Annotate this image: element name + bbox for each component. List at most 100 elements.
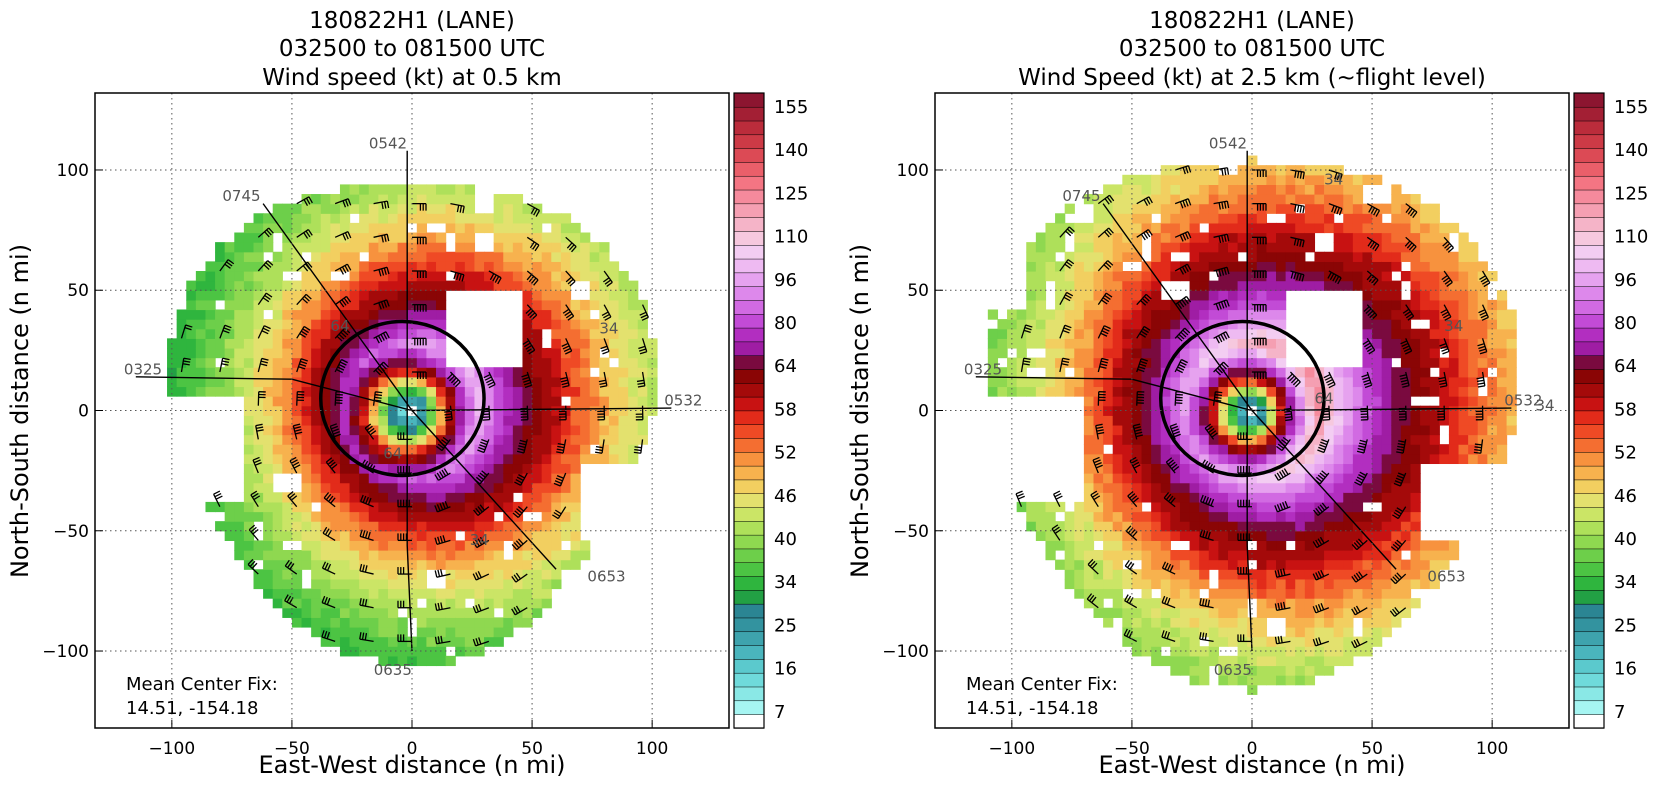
wind-cell bbox=[1305, 483, 1315, 493]
wind-cell bbox=[1199, 444, 1209, 454]
wind-cell bbox=[369, 281, 379, 291]
wind-cell bbox=[1430, 300, 1440, 310]
wind-cell bbox=[474, 252, 484, 262]
wind-cell bbox=[561, 329, 571, 339]
wind-cell bbox=[282, 415, 292, 425]
wind-cell bbox=[1266, 252, 1276, 262]
wind-cell bbox=[378, 281, 388, 291]
wind-cell bbox=[388, 367, 398, 377]
wind-cell bbox=[1065, 300, 1075, 310]
wind-cell bbox=[417, 261, 427, 271]
wind-cell bbox=[1170, 242, 1180, 252]
wind-cell bbox=[1151, 483, 1161, 493]
wind-cell bbox=[1122, 271, 1132, 281]
wind-cell bbox=[580, 242, 590, 252]
wind-cell bbox=[1353, 454, 1363, 464]
wind-cell bbox=[1132, 290, 1142, 300]
wind-cell bbox=[1334, 396, 1344, 406]
wind-cell bbox=[1065, 569, 1075, 579]
wind-cell bbox=[580, 261, 590, 271]
wind-cell bbox=[1314, 204, 1324, 214]
wind-cell bbox=[465, 627, 475, 637]
wind-cell bbox=[465, 550, 475, 560]
wind-cell bbox=[186, 309, 196, 319]
wind-cell bbox=[1382, 531, 1392, 541]
wind-cell bbox=[609, 300, 619, 310]
wind-cell bbox=[282, 531, 292, 541]
wind-cell bbox=[571, 415, 581, 425]
wind-cell bbox=[1372, 617, 1382, 627]
y-tick-label: −100 bbox=[882, 642, 929, 662]
wind-cell bbox=[1218, 512, 1228, 522]
wind-cell bbox=[1122, 329, 1132, 339]
wind-cell bbox=[359, 290, 369, 300]
wind-cell bbox=[1286, 483, 1296, 493]
wind-cell bbox=[1055, 309, 1065, 319]
wind-cell bbox=[503, 463, 513, 473]
wind-cell bbox=[1132, 223, 1142, 233]
colorbar-swatch bbox=[1574, 659, 1604, 673]
wind-cell bbox=[1420, 348, 1430, 358]
wind-cell bbox=[1343, 415, 1353, 425]
wind-cell bbox=[369, 435, 379, 445]
wind-cell bbox=[1084, 569, 1094, 579]
wind-cell bbox=[1295, 627, 1305, 637]
colorbar-swatch bbox=[734, 438, 764, 452]
wind-cell bbox=[340, 521, 350, 531]
wind-cell bbox=[1190, 608, 1200, 618]
wind-cell bbox=[503, 531, 513, 541]
wind-cell bbox=[542, 560, 552, 570]
wind-cell bbox=[273, 319, 283, 329]
colorbar-swatch bbox=[734, 397, 764, 411]
wind-cell bbox=[1382, 598, 1392, 608]
wind-cell bbox=[1199, 309, 1209, 319]
wind-cell bbox=[532, 290, 542, 300]
wind-cell bbox=[282, 396, 292, 406]
wind-cell bbox=[1324, 425, 1334, 435]
wind-cell bbox=[1142, 444, 1152, 454]
wind-cell bbox=[484, 223, 494, 233]
wind-cell bbox=[244, 242, 254, 252]
wind-cell bbox=[1266, 184, 1276, 194]
wind-cell bbox=[1430, 550, 1440, 560]
wind-cell bbox=[1170, 637, 1180, 647]
wind-cell bbox=[1142, 348, 1152, 358]
wind-cell bbox=[369, 377, 379, 387]
colorbar-tick-label: 125 bbox=[1614, 183, 1648, 204]
wind-cell bbox=[1209, 444, 1219, 454]
wind-cell bbox=[1343, 579, 1353, 589]
wind-cell bbox=[542, 213, 552, 223]
wind-cell bbox=[1266, 540, 1276, 550]
wind-cell bbox=[1228, 579, 1238, 589]
wind-cell bbox=[1190, 627, 1200, 637]
colorbar-swatch bbox=[1574, 549, 1604, 563]
wind-cell bbox=[484, 463, 494, 473]
wind-cell bbox=[474, 560, 484, 570]
wind-cell bbox=[1199, 512, 1209, 522]
wind-cell bbox=[1132, 184, 1142, 194]
wind-cell bbox=[1305, 492, 1315, 502]
wind-cell bbox=[1353, 492, 1363, 502]
wind-cell bbox=[455, 252, 465, 262]
wind-cell bbox=[465, 223, 475, 233]
colorbar-swatch bbox=[1574, 466, 1604, 480]
wind-cell bbox=[350, 531, 360, 541]
wind-cell bbox=[398, 425, 408, 435]
wind-cell bbox=[1353, 194, 1363, 204]
colorbar-swatch bbox=[734, 231, 764, 245]
wind-cell bbox=[378, 415, 388, 425]
track-time-label: 0542 bbox=[369, 134, 407, 152]
wind-cell bbox=[1468, 454, 1478, 464]
wind-cell bbox=[1103, 309, 1113, 319]
wind-cell bbox=[330, 242, 340, 252]
wind-cell bbox=[1286, 627, 1296, 637]
wind-cell bbox=[542, 386, 552, 396]
wind-cell bbox=[1430, 435, 1440, 445]
wind-cell bbox=[369, 550, 379, 560]
wind-cell bbox=[1094, 309, 1104, 319]
wind-cell bbox=[1084, 512, 1094, 522]
wind-cell bbox=[551, 233, 561, 243]
wind-cell bbox=[1199, 367, 1209, 377]
wind-cell bbox=[571, 233, 581, 243]
wind-cell bbox=[1209, 617, 1219, 627]
